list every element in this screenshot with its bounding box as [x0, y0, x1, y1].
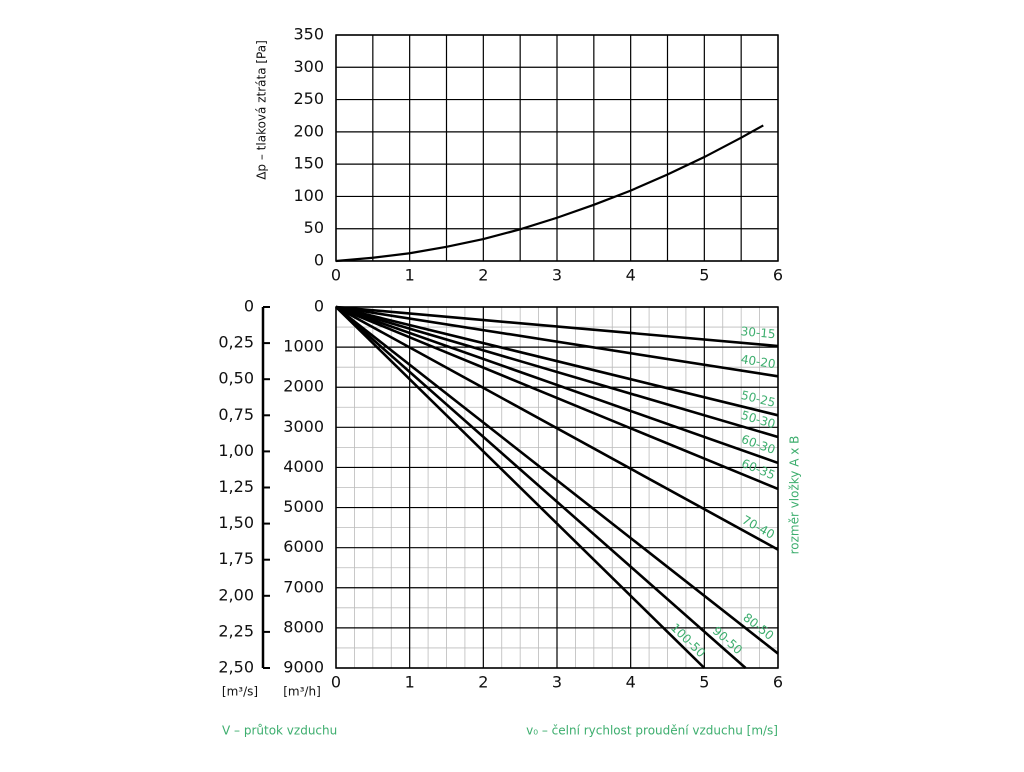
- y2-tick-label: 0,50: [218, 369, 254, 388]
- y-axis-unit: [m³/h]: [283, 685, 321, 699]
- x-tick-label: 3: [552, 673, 562, 692]
- x-tick-label: 2: [478, 266, 488, 285]
- x-axis-title: v₀ – čelní rychlost proudění vzduchu [m/…: [526, 724, 778, 738]
- series-label: 100-50: [668, 621, 708, 661]
- y2-tick-label: 1,75: [218, 549, 254, 568]
- y-axis-title: Δp – tlaková ztráta [Pa]: [255, 40, 269, 180]
- line: [335, 305, 779, 465]
- line: [335, 305, 779, 491]
- y2-tick-label: 1,50: [218, 513, 254, 532]
- line: [335, 305, 779, 417]
- y-tick-label: 5000: [283, 497, 324, 516]
- y-tick-label: 1000: [283, 337, 324, 356]
- y-tick-label: 2000: [283, 377, 324, 396]
- y-tick-label: 350: [293, 25, 324, 44]
- line: [335, 124, 764, 263]
- x-tick-label: 5: [699, 673, 709, 692]
- x-tick-label: 1: [405, 266, 415, 285]
- line: [335, 305, 779, 348]
- x-tick-label: 6: [773, 266, 783, 285]
- x-tick-label: 2: [478, 673, 488, 692]
- y-tick-label: 0: [314, 251, 324, 270]
- line: [335, 305, 779, 551]
- y2-tick-label: 1,00: [218, 441, 254, 460]
- x-tick-label: 3: [552, 266, 562, 285]
- plot-frame: [335, 306, 779, 669]
- line: [335, 305, 779, 439]
- y2-caption: V – průtok vzduchu: [222, 724, 337, 738]
- x-tick-label: 6: [773, 673, 783, 692]
- legend-title: rozměr vložky A x B: [788, 436, 802, 555]
- y-tick-label: 3000: [283, 417, 324, 436]
- y-tick-label: 6000: [283, 537, 324, 556]
- y-tick-label: 150: [293, 154, 324, 173]
- line: [335, 305, 779, 378]
- plot-frame: [335, 34, 779, 262]
- x-tick-label: 4: [626, 673, 636, 692]
- x-tick-label: 0: [331, 266, 341, 285]
- y-tick-label: 200: [293, 121, 324, 140]
- line: [335, 305, 779, 655]
- x-tick-label: 5: [699, 266, 709, 285]
- y-tick-label: 0: [314, 297, 324, 316]
- y2-tick-label: 0,75: [218, 405, 254, 424]
- y-tick-label: 9000: [283, 658, 324, 677]
- y-tick-label: 8000: [283, 617, 324, 636]
- y2-tick-label: 2,25: [218, 621, 254, 640]
- y-tick-label: 50: [304, 218, 324, 237]
- y-tick-label: 7000: [283, 577, 324, 596]
- line: [335, 306, 747, 669]
- line: [335, 306, 706, 669]
- x-tick-label: 4: [626, 266, 636, 285]
- y-tick-label: 4000: [283, 457, 324, 476]
- y2-tick-label: 0,25: [218, 333, 254, 352]
- y2-tick-label: 2,00: [218, 585, 254, 604]
- y2-tick-label: 2,50: [218, 658, 254, 677]
- y-tick-label: 100: [293, 186, 324, 205]
- y-tick-label: 300: [293, 57, 324, 76]
- x-tick-label: 0: [331, 673, 341, 692]
- series-label: 40-20: [740, 352, 777, 371]
- y2-axis-unit: [m³/s]: [222, 685, 258, 699]
- x-tick-label: 1: [405, 673, 415, 692]
- y-tick-label: 250: [293, 89, 324, 108]
- series-label: 30-15: [740, 324, 776, 341]
- y2-tick-label: 1,25: [218, 477, 254, 496]
- y2-tick-label: 0: [244, 297, 254, 316]
